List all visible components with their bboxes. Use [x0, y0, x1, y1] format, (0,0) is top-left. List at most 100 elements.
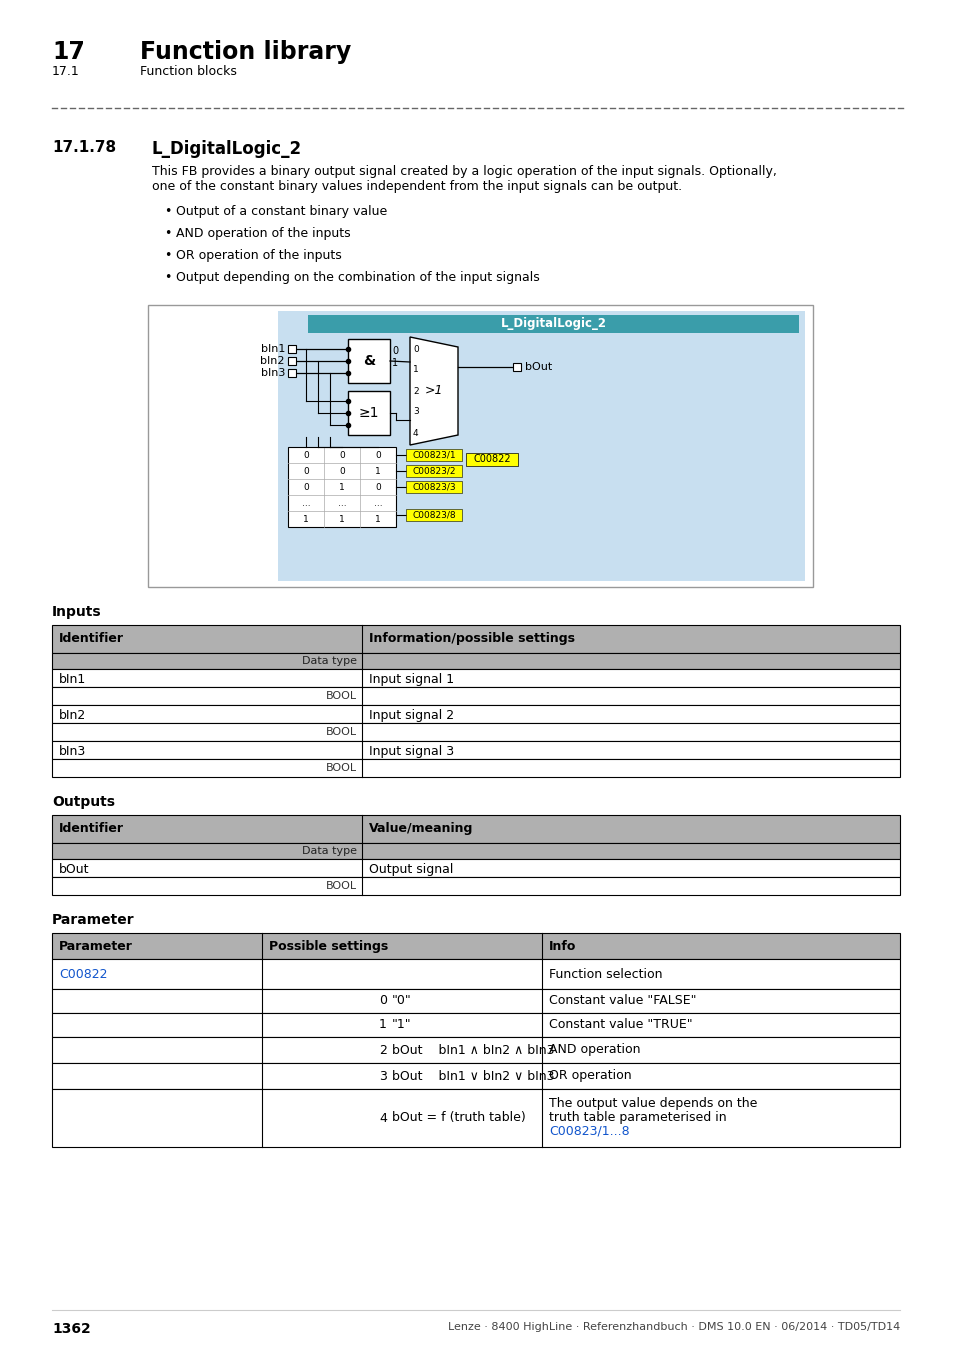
Bar [52, 842, 899, 859]
Text: BOOL: BOOL [326, 763, 356, 774]
Text: Parameter: Parameter [52, 913, 134, 927]
Text: Inputs: Inputs [52, 605, 102, 620]
Text: 1362: 1362 [52, 1322, 91, 1336]
Bar [52, 878, 899, 895]
Text: 0: 0 [375, 482, 380, 491]
Bar [406, 481, 461, 493]
Text: C00823/1...8: C00823/1...8 [548, 1125, 629, 1138]
Text: ...: ... [301, 498, 310, 508]
Text: Function selection: Function selection [548, 968, 661, 980]
Bar [52, 705, 899, 724]
Text: Output of a constant binary value: Output of a constant binary value [175, 205, 387, 217]
Text: BOOL: BOOL [326, 691, 356, 701]
Bar [406, 464, 461, 477]
Bar [52, 958, 899, 990]
Text: Constant value "TRUE": Constant value "TRUE" [548, 1018, 692, 1031]
Text: 0: 0 [303, 451, 309, 459]
Text: >1: >1 [424, 385, 443, 397]
Bar [52, 815, 899, 842]
Text: This FB provides a binary output signal created by a logic operation of the inpu: This FB provides a binary output signal … [152, 165, 776, 178]
Bar [52, 990, 899, 1012]
Text: 0: 0 [375, 451, 380, 459]
Text: •: • [164, 205, 172, 217]
Text: Lenze · 8400 HighLine · Referenzhandbuch · DMS 10.0 EN · 06/2014 · TD05/TD14: Lenze · 8400 HighLine · Referenzhandbuch… [447, 1322, 899, 1332]
Text: •: • [164, 271, 172, 284]
Text: 1: 1 [413, 366, 418, 374]
Text: Input signal 2: Input signal 2 [369, 709, 454, 722]
Bar [465, 454, 517, 466]
Text: 2: 2 [378, 1044, 387, 1057]
Text: Data type: Data type [302, 656, 356, 666]
Text: 0: 0 [392, 346, 397, 356]
Text: 2: 2 [413, 386, 418, 396]
Bar [288, 447, 395, 526]
Text: &: & [362, 354, 375, 369]
Text: 4: 4 [378, 1111, 387, 1125]
Bar [52, 859, 899, 878]
Text: "1": "1" [392, 1018, 411, 1031]
Bar [52, 933, 899, 958]
Text: 0: 0 [413, 344, 418, 354]
Text: 0: 0 [303, 482, 309, 491]
Bar [277, 310, 804, 580]
Text: Input signal 3: Input signal 3 [369, 745, 454, 757]
Text: OR operation of the inputs: OR operation of the inputs [175, 248, 341, 262]
Text: C00823/2: C00823/2 [412, 467, 456, 475]
Text: Output signal: Output signal [369, 863, 453, 876]
Bar [52, 724, 899, 741]
Text: C00822: C00822 [59, 968, 108, 980]
Text: 1: 1 [375, 514, 380, 524]
Text: OR operation: OR operation [548, 1069, 631, 1083]
Bar [148, 305, 812, 587]
Text: "0": "0" [392, 995, 412, 1007]
Text: 1: 1 [378, 1018, 387, 1031]
Bar [52, 687, 899, 705]
Text: L_DigitalLogic_2: L_DigitalLogic_2 [500, 317, 606, 331]
Text: Constant value "FALSE": Constant value "FALSE" [548, 995, 696, 1007]
Text: 4: 4 [413, 428, 418, 437]
Text: •: • [164, 248, 172, 262]
Bar [288, 346, 295, 352]
Text: Function library: Function library [140, 40, 351, 63]
Bar [348, 392, 390, 435]
Text: bIn2: bIn2 [260, 356, 285, 366]
Text: 1: 1 [338, 514, 345, 524]
Text: one of the constant binary values independent from the input signals can be outp: one of the constant binary values indepe… [152, 180, 681, 193]
Bar [52, 741, 899, 759]
Text: •: • [164, 227, 172, 240]
Text: 0: 0 [338, 451, 345, 459]
Text: 17: 17 [52, 40, 85, 63]
Text: BOOL: BOOL [326, 728, 356, 737]
Text: 1: 1 [392, 358, 397, 369]
Bar [52, 1037, 899, 1062]
Bar [52, 1012, 899, 1037]
Text: 3: 3 [378, 1069, 387, 1083]
Text: The output value depends on the: The output value depends on the [548, 1098, 757, 1110]
Text: Value/meaning: Value/meaning [369, 822, 473, 836]
Text: Output depending on the combination of the input signals: Output depending on the combination of t… [175, 271, 539, 284]
Text: Function blocks: Function blocks [140, 65, 236, 78]
Text: 0: 0 [303, 467, 309, 475]
Bar [52, 670, 899, 687]
Text: ...: ... [374, 498, 382, 508]
Bar [308, 315, 799, 333]
Bar [52, 759, 899, 778]
Text: 1: 1 [303, 514, 309, 524]
Text: Input signal 1: Input signal 1 [369, 674, 454, 686]
Text: 3: 3 [413, 408, 418, 417]
Text: Information/possible settings: Information/possible settings [369, 632, 575, 645]
Text: bIn2: bIn2 [59, 709, 86, 722]
Text: ...: ... [337, 498, 346, 508]
Bar [52, 653, 899, 670]
Text: Possible settings: Possible settings [269, 940, 388, 953]
Bar [406, 450, 461, 460]
Text: C00822: C00822 [473, 455, 510, 464]
Text: bOut    bIn1 ∧ bIn2 ∧ bIn3: bOut bIn1 ∧ bIn2 ∧ bIn3 [392, 1044, 554, 1057]
Bar [52, 1089, 899, 1148]
Bar [288, 356, 295, 365]
Text: bIn3: bIn3 [260, 369, 285, 378]
Text: L_DigitalLogic_2: L_DigitalLogic_2 [152, 140, 302, 158]
Text: bOut: bOut [59, 863, 90, 876]
Text: 0: 0 [338, 467, 345, 475]
Text: bOut: bOut [524, 362, 552, 373]
